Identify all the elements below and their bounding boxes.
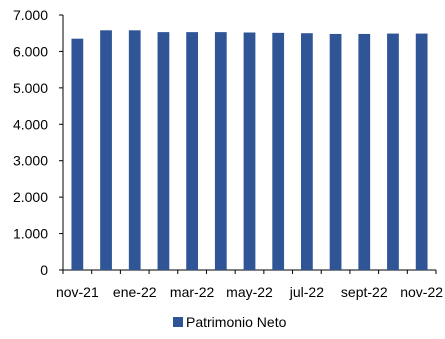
- bar-feb-22: [157, 32, 170, 270]
- legend-label: Patrimonio Neto: [186, 314, 287, 330]
- bar-nov-22: [415, 33, 428, 271]
- y-tick-label: 5.000: [13, 80, 48, 96]
- bar-ene-22: [128, 30, 141, 270]
- y-tick-label: 4.000: [13, 116, 48, 132]
- bar-sept-22: [358, 33, 371, 270]
- y-tick-label: 6.000: [13, 43, 48, 59]
- bar-mar-22: [186, 32, 198, 270]
- x-tick-label: nov-21: [56, 284, 99, 300]
- y-tick-label: 1.000: [13, 226, 48, 242]
- bar-may-22: [243, 32, 256, 270]
- x-tick-label: ene-22: [113, 284, 157, 300]
- bar-abr-22: [214, 32, 227, 270]
- bar-dic-21: [100, 30, 112, 270]
- y-tick-label: 3.000: [13, 153, 48, 169]
- y-tick-label: 0: [40, 262, 48, 278]
- x-tick-label: jul-22: [289, 284, 324, 300]
- y-tick-label: 2.000: [13, 189, 48, 205]
- bar-ago-22: [329, 33, 342, 270]
- x-tick-label: nov-22: [400, 284, 443, 300]
- legend-swatch: [173, 317, 183, 327]
- y-tick-label: 7.000: [13, 7, 48, 23]
- x-tick-label: sept-22: [341, 284, 388, 300]
- x-tick-label: may-22: [226, 284, 273, 300]
- bar-jun-22: [272, 32, 285, 270]
- bar-oct-22: [387, 33, 399, 271]
- bar-nov-21: [71, 38, 84, 270]
- bar-jul-22: [301, 33, 313, 270]
- x-tick-label: mar-22: [170, 284, 215, 300]
